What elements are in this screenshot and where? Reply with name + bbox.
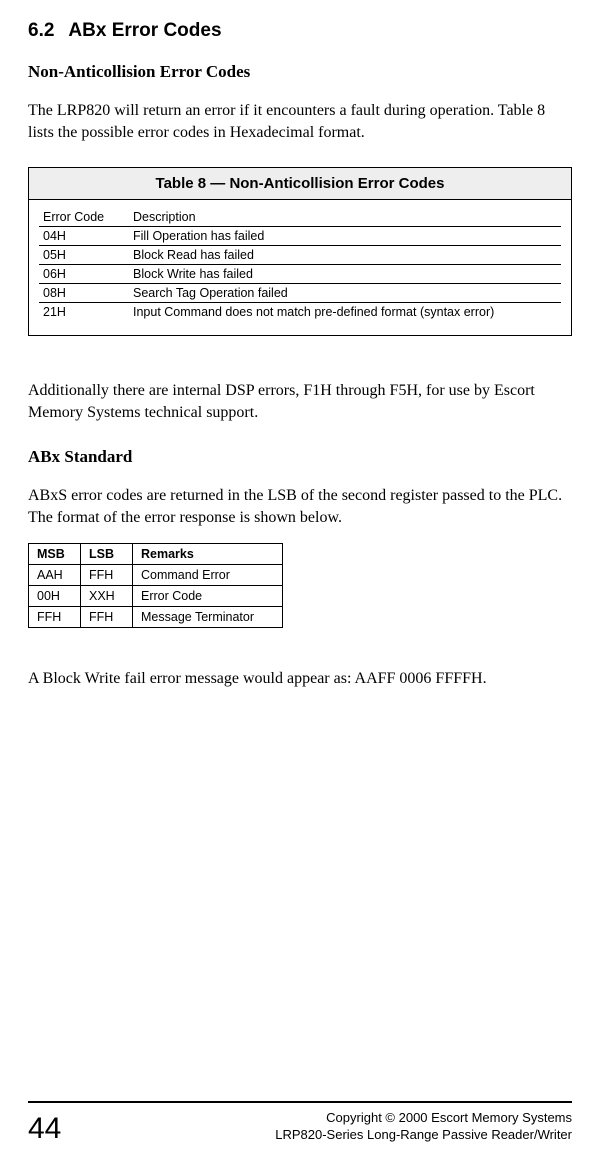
table-cell: FFH (29, 607, 81, 628)
table-cell: Command Error (133, 565, 283, 586)
dsp-errors-paragraph: Additionally there are internal DSP erro… (28, 380, 572, 425)
table-cell: Input Command does not match pre-defined… (129, 302, 561, 321)
table-cell: FFH (81, 565, 133, 586)
table-cell: FFH (81, 607, 133, 628)
section-title: ABx Error Codes (68, 20, 221, 41)
table-b-header-remarks: Remarks (133, 544, 283, 565)
footer-text: Copyright © 2000 Escort Memory Systems L… (275, 1109, 572, 1144)
subheading-non-anticollision: Non-Anticollision Error Codes (28, 62, 572, 82)
section-number: 6.2 (28, 20, 54, 41)
table-8: Error Code Description 04H Fill Operatio… (39, 208, 561, 321)
table-cell: Block Read has failed (129, 245, 561, 264)
footer-product: LRP820-Series Long-Range Passive Reader/… (275, 1126, 572, 1144)
table-abx-format: MSB LSB Remarks AAH FFH Command Error 00… (28, 543, 283, 628)
table-8-header-code: Error Code (39, 208, 129, 227)
table-cell: 05H (39, 245, 129, 264)
example-paragraph: A Block Write fail error message would a… (28, 668, 572, 690)
table-cell: Message Terminator (133, 607, 283, 628)
table-8-header-desc: Description (129, 208, 561, 227)
table-row: 04H Fill Operation has failed (39, 226, 561, 245)
table-row: 06H Block Write has failed (39, 264, 561, 283)
table-cell: 21H (39, 302, 129, 321)
section-heading: 6.2 ABx Error Codes (28, 20, 572, 42)
page-footer: 44 Copyright © 2000 Escort Memory System… (28, 1101, 572, 1144)
table-row: 00H XXH Error Code (29, 586, 283, 607)
table-row: 05H Block Read has failed (39, 245, 561, 264)
abx-standard-paragraph: ABxS error codes are returned in the LSB… (28, 485, 572, 530)
table-row: 21H Input Command does not match pre-def… (39, 302, 561, 321)
table-cell: 08H (39, 283, 129, 302)
table-cell: 04H (39, 226, 129, 245)
table-row: 08H Search Tag Operation failed (39, 283, 561, 302)
table-cell: XXH (81, 586, 133, 607)
table-b-header-msb: MSB (29, 544, 81, 565)
intro-paragraph: The LRP820 will return an error if it en… (28, 100, 572, 145)
page-number: 44 (28, 1114, 61, 1144)
table-cell: Fill Operation has failed (129, 226, 561, 245)
table-8-title: Table 8 — Non-Anticollision Error Codes (29, 168, 571, 200)
table-cell: Search Tag Operation failed (129, 283, 561, 302)
table-cell: AAH (29, 565, 81, 586)
table-cell: Block Write has failed (129, 264, 561, 283)
footer-copyright: Copyright © 2000 Escort Memory Systems (275, 1109, 572, 1127)
table-8-container: Table 8 — Non-Anticollision Error Codes … (28, 167, 572, 336)
table-cell: 06H (39, 264, 129, 283)
table-cell: 00H (29, 586, 81, 607)
subheading-abx-standard: ABx Standard (28, 447, 572, 467)
table-row: FFH FFH Message Terminator (29, 607, 283, 628)
table-row: AAH FFH Command Error (29, 565, 283, 586)
table-b-header-lsb: LSB (81, 544, 133, 565)
table-cell: Error Code (133, 586, 283, 607)
